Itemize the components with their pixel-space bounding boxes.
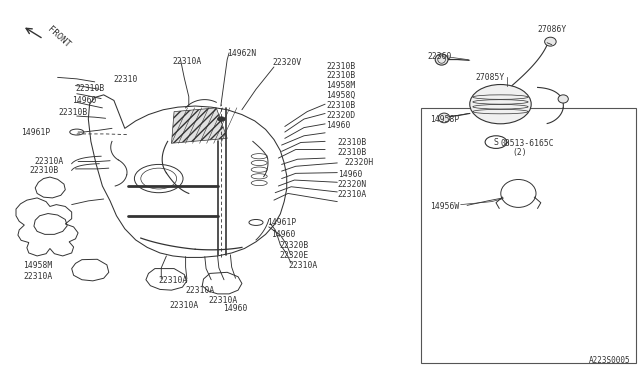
Text: A223S0005: A223S0005 [589,356,630,365]
Text: 14960: 14960 [338,170,362,179]
Polygon shape [172,108,227,143]
Text: 27085Y: 27085Y [476,73,505,81]
Text: 14961P: 14961P [267,218,296,227]
Text: 14958M: 14958M [23,262,52,270]
Text: 14960: 14960 [271,230,296,239]
Ellipse shape [438,113,450,123]
Text: 14958M: 14958M [326,81,356,90]
Text: 14960: 14960 [223,304,247,313]
Text: S: S [493,138,499,147]
Text: 14958Q: 14958Q [326,91,356,100]
Text: 14958P: 14958P [430,115,460,124]
Ellipse shape [558,95,568,103]
Text: 27086Y: 27086Y [538,25,567,34]
Text: 22320E: 22320E [279,251,308,260]
Text: 22310A: 22310A [173,57,202,66]
Text: 22310B: 22310B [76,84,105,93]
Text: 22310A: 22310A [288,262,317,270]
Text: 22310A: 22310A [338,190,367,199]
Text: 22320B: 22320B [279,241,308,250]
Ellipse shape [435,54,448,65]
Text: 22320H: 22320H [344,158,374,167]
Text: 22310A: 22310A [159,276,188,285]
Text: 14961P: 14961P [21,128,51,137]
Text: 22310B: 22310B [326,62,356,71]
Ellipse shape [545,37,556,46]
Text: 22310A: 22310A [209,296,238,305]
Ellipse shape [470,84,531,124]
Bar [421,108,636,363]
Text: 14960: 14960 [326,121,351,130]
Text: 22310B: 22310B [326,101,356,110]
Text: 22310B: 22310B [29,166,59,175]
Text: 22310B: 22310B [338,138,367,147]
Text: 22310B: 22310B [326,71,356,80]
Text: 14956W: 14956W [430,202,460,211]
Text: 22310A: 22310A [35,157,64,166]
Text: 22310A: 22310A [23,272,52,280]
Text: FRONT: FRONT [46,25,72,49]
Text: 22310A: 22310A [186,286,215,295]
Text: 22310A: 22310A [169,301,198,310]
Text: 14960: 14960 [72,96,97,105]
Text: 22320N: 22320N [338,180,367,189]
Text: 22310B: 22310B [338,148,367,157]
Text: (2): (2) [512,148,527,157]
Circle shape [218,117,225,121]
Text: 22310: 22310 [114,75,138,84]
Text: 22360: 22360 [428,52,452,61]
Text: 08513-6165C: 08513-6165C [500,139,554,148]
Text: 22320D: 22320D [326,111,356,120]
Text: 22310B: 22310B [59,108,88,117]
Text: 22320V: 22320V [272,58,301,67]
Text: 14962N: 14962N [227,49,257,58]
